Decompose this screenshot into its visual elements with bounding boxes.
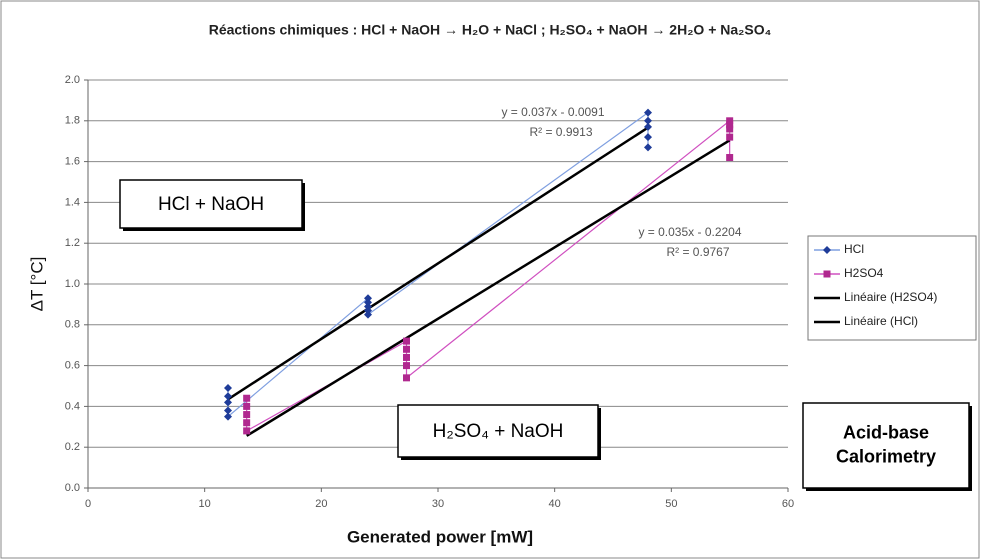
y-tick-label: 1.8 bbox=[65, 115, 80, 127]
annotation-text: H₂SO₄ + NaOH bbox=[433, 421, 564, 442]
data-point bbox=[224, 384, 232, 393]
annotation-box bbox=[119, 179, 303, 229]
y-tick-label: 0.0 bbox=[65, 482, 80, 494]
data-point bbox=[644, 133, 652, 142]
legend-label: HCl bbox=[844, 242, 864, 256]
x-tick-label: 30 bbox=[432, 498, 444, 510]
annotation-box bbox=[397, 404, 599, 458]
y-tick-label: 0.4 bbox=[65, 400, 80, 412]
annotation-box bbox=[802, 402, 970, 489]
data-point bbox=[224, 398, 232, 407]
y-tick-label: 1.6 bbox=[65, 156, 80, 168]
data-point bbox=[726, 133, 734, 141]
data-point bbox=[224, 392, 232, 401]
legend-label: H2SO4 bbox=[844, 266, 884, 280]
annotation-text: Acid-base bbox=[843, 422, 929, 442]
data-point bbox=[726, 117, 734, 125]
legend-label: Linéaire (HCl) bbox=[844, 314, 918, 328]
y-tick-label: 0.2 bbox=[65, 441, 80, 453]
x-tick-label: 50 bbox=[665, 498, 677, 510]
x-tick-label: 20 bbox=[315, 498, 327, 510]
legend-label: Linéaire (H2SO4) bbox=[844, 290, 937, 304]
annotation-text: Calorimetry bbox=[836, 446, 936, 466]
y-tick-label: 2.0 bbox=[65, 74, 80, 86]
data-point bbox=[364, 306, 372, 315]
trend-line bbox=[246, 139, 731, 437]
data-point bbox=[644, 122, 652, 131]
data-point bbox=[364, 298, 372, 307]
y-axis-label: ΔT [°C] bbox=[27, 257, 46, 312]
data-point bbox=[403, 345, 410, 353]
data-point bbox=[243, 427, 251, 435]
x-axis-label: Generated power [mW] bbox=[347, 527, 533, 546]
trend-equation: y = 0.035x - 0.2204 bbox=[638, 225, 741, 239]
data-point bbox=[403, 362, 410, 370]
y-tick-label: 0.6 bbox=[65, 360, 80, 372]
data-point bbox=[726, 121, 734, 129]
legend-marker bbox=[823, 246, 831, 254]
data-point bbox=[364, 302, 372, 311]
chart-title: Réactions chimiques : HCl + NaOH → H₂O +… bbox=[209, 22, 772, 38]
data-point bbox=[403, 353, 410, 361]
data-point bbox=[224, 412, 232, 421]
data-point bbox=[726, 125, 734, 133]
x-tick-label: 40 bbox=[549, 498, 561, 510]
trend-line bbox=[227, 126, 649, 401]
trend-r2: R² = 0.9913 bbox=[529, 125, 592, 139]
trend-r2: R² = 0.9767 bbox=[666, 245, 729, 259]
data-point bbox=[726, 154, 734, 162]
data-point bbox=[403, 374, 410, 382]
y-tick-label: 1.2 bbox=[65, 237, 80, 249]
data-point bbox=[403, 337, 410, 345]
y-tick-label: 1.4 bbox=[65, 196, 80, 208]
data-point bbox=[224, 406, 232, 415]
data-point bbox=[644, 108, 652, 117]
trend-equation: y = 0.037x - 0.0091 bbox=[501, 105, 604, 119]
data-point bbox=[364, 294, 372, 303]
y-tick-label: 1.0 bbox=[65, 278, 80, 290]
x-tick-label: 10 bbox=[199, 498, 211, 510]
data-point bbox=[243, 394, 251, 402]
x-tick-label: 60 bbox=[782, 498, 794, 510]
data-point bbox=[243, 411, 251, 419]
data-point bbox=[364, 310, 372, 319]
data-point bbox=[644, 116, 652, 125]
annotation-text: HCl + NaOH bbox=[158, 194, 264, 215]
legend-marker bbox=[823, 270, 831, 278]
data-point bbox=[644, 143, 652, 152]
data-point bbox=[243, 402, 251, 410]
x-tick-label: 0 bbox=[85, 498, 91, 510]
data-point bbox=[243, 419, 251, 427]
y-tick-label: 0.8 bbox=[65, 319, 80, 331]
